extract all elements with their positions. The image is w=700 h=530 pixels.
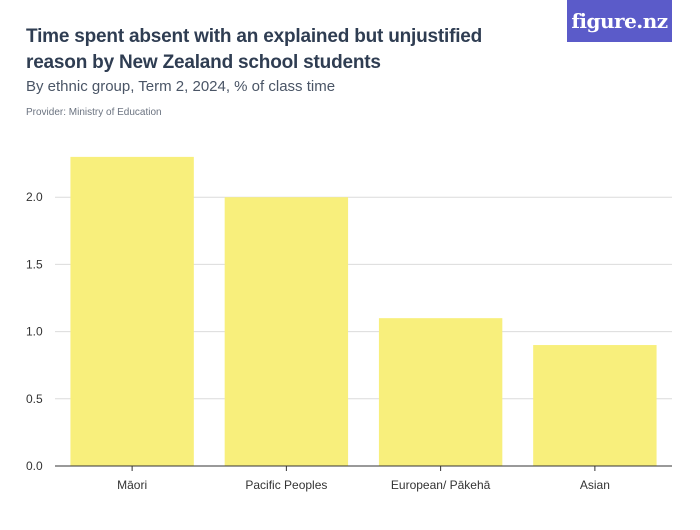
y-tick-label: 2.0 xyxy=(26,190,43,204)
x-tick-label: Pacific Peoples xyxy=(245,478,327,492)
bar xyxy=(70,156,194,466)
y-tick-label: 1.0 xyxy=(26,325,43,339)
x-tick-label: European/ Pākehā xyxy=(391,478,491,492)
logo-text: figure.nz xyxy=(571,9,668,33)
bar xyxy=(224,197,349,466)
bar xyxy=(378,318,503,466)
y-tick-label: 0.0 xyxy=(26,459,43,473)
bar xyxy=(533,345,657,466)
y-tick-label: 1.5 xyxy=(26,257,43,271)
y-tick-label: 0.5 xyxy=(26,392,43,406)
chart-subtitle: By ethnic group, Term 2, 2024, % of clas… xyxy=(26,78,336,95)
x-tick-label: Asian xyxy=(580,478,610,492)
provider-note: Provider: Ministry of Education xyxy=(26,107,162,118)
chart-title: Time spent absent with an explained but … xyxy=(26,26,483,73)
x-tick-label: Māori xyxy=(117,478,147,492)
figure-nz-logo[interactable]: figure.nz xyxy=(567,0,672,42)
